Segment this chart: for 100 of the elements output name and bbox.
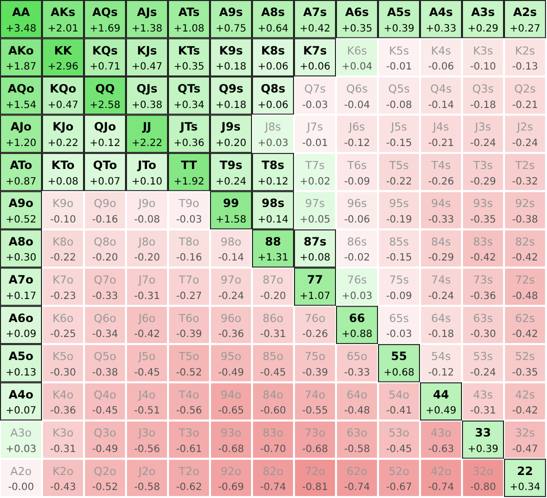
annotation: 83o bbox=[262, 426, 284, 440]
data-label: +0.03 bbox=[342, 290, 372, 302]
data-label: +0.34 bbox=[510, 482, 540, 494]
data-label: -0.20 bbox=[260, 290, 286, 302]
data-label: -0.74 bbox=[260, 482, 286, 494]
annotation: 94o bbox=[220, 388, 242, 402]
annotation: 95s bbox=[389, 197, 410, 210]
annotation: J3o bbox=[138, 426, 156, 440]
data-label: +2.58 bbox=[90, 100, 120, 111]
annotation: A3o bbox=[10, 426, 32, 440]
data-label: -0.01 bbox=[302, 138, 328, 150]
annotation: K9s bbox=[219, 43, 244, 58]
annotation: 86o bbox=[262, 312, 284, 325]
annotation: 96s bbox=[347, 197, 368, 210]
data-label: -0.13 bbox=[512, 62, 538, 73]
annotation: 43s bbox=[473, 388, 494, 402]
annotation: TT bbox=[181, 158, 198, 172]
data-label: +0.75 bbox=[216, 23, 246, 34]
data-label: -0.24 bbox=[218, 290, 244, 302]
data-label: +1.07 bbox=[300, 290, 330, 302]
data-label: -0.23 bbox=[50, 290, 76, 302]
annotation: QTs bbox=[178, 82, 201, 96]
data-label: -0.42 bbox=[512, 329, 538, 340]
data-label: -0.18 bbox=[470, 100, 496, 111]
annotation: 75o bbox=[304, 350, 326, 364]
annotation: 43o bbox=[430, 426, 452, 440]
annotation: T3o bbox=[178, 426, 200, 440]
annotation: T8s bbox=[262, 158, 284, 172]
data-label: -0.43 bbox=[50, 482, 76, 494]
annotation: T6o bbox=[178, 312, 200, 325]
annotation: A6s bbox=[345, 5, 370, 20]
data-label: +0.18 bbox=[216, 100, 246, 111]
annotation: KJo bbox=[52, 120, 74, 134]
annotation: K7o bbox=[52, 274, 74, 287]
annotation: QJs bbox=[136, 82, 158, 96]
annotation: Q9s bbox=[218, 82, 244, 96]
data-label: -0.06 bbox=[428, 62, 454, 73]
annotation: 22 bbox=[516, 464, 534, 478]
data-label: -0.80 bbox=[470, 482, 496, 494]
data-label: -0.45 bbox=[260, 367, 286, 378]
data-label: +0.12 bbox=[258, 176, 288, 188]
data-label: +0.36 bbox=[174, 138, 204, 150]
annotation: 97s bbox=[305, 197, 326, 210]
annotation: Q5s bbox=[388, 82, 410, 96]
data-label: -0.61 bbox=[176, 444, 202, 455]
annotation: QQ bbox=[95, 82, 115, 96]
data-label: +0.10 bbox=[132, 176, 162, 188]
data-label: +0.24 bbox=[216, 176, 246, 188]
data-label: +0.05 bbox=[300, 214, 330, 226]
data-label: -0.31 bbox=[470, 406, 496, 417]
annotation: Q4s bbox=[430, 82, 452, 96]
annotation: J8o bbox=[138, 235, 156, 248]
data-label: -0.19 bbox=[386, 214, 412, 226]
data-label: -0.24 bbox=[470, 367, 496, 378]
data-label: -0.04 bbox=[344, 100, 370, 111]
data-label: -0.30 bbox=[470, 329, 496, 340]
annotation: 42o bbox=[430, 464, 452, 478]
data-label: -0.24 bbox=[512, 138, 538, 150]
annotation: J7o bbox=[138, 274, 156, 287]
annotation: Q7o bbox=[94, 274, 116, 287]
data-label: -0.68 bbox=[218, 444, 244, 455]
data-label: +1.08 bbox=[174, 23, 204, 34]
annotation: T4s bbox=[430, 158, 451, 172]
data-label: +0.04 bbox=[342, 62, 372, 73]
data-label: -0.74 bbox=[344, 482, 370, 494]
data-label: +1.69 bbox=[90, 23, 120, 34]
data-label: +0.06 bbox=[300, 62, 330, 73]
annotation: JTs bbox=[179, 120, 198, 134]
annotation: 66 bbox=[348, 310, 366, 325]
annotation: T7o bbox=[178, 274, 200, 287]
annotation: 33 bbox=[474, 426, 492, 440]
data-label: -0.51 bbox=[134, 406, 160, 417]
data-label: +0.03 bbox=[6, 444, 36, 455]
data-label: +0.07 bbox=[90, 176, 120, 188]
data-label: -0.38 bbox=[512, 214, 538, 226]
data-label: -0.20 bbox=[92, 252, 118, 264]
annotation: 93s bbox=[473, 197, 494, 210]
annotation: 64s bbox=[431, 312, 452, 325]
data-label: -0.16 bbox=[176, 252, 202, 264]
annotation: J9s bbox=[220, 120, 241, 134]
data-label: -0.21 bbox=[512, 100, 538, 111]
annotation: K8s bbox=[261, 43, 286, 58]
data-label: -0.22 bbox=[50, 252, 76, 264]
data-label: -0.16 bbox=[92, 214, 118, 226]
annotation: K5o bbox=[52, 350, 74, 364]
annotation: J2o bbox=[138, 464, 156, 478]
annotation: K2s bbox=[515, 44, 536, 58]
annotation: T2s bbox=[514, 158, 535, 172]
data-label: -0.29 bbox=[470, 176, 496, 188]
annotation: AA bbox=[12, 5, 30, 20]
annotation: K4s bbox=[431, 44, 452, 58]
annotation: 44 bbox=[432, 387, 450, 402]
data-label: -0.60 bbox=[260, 406, 286, 417]
annotation: 62s bbox=[515, 312, 536, 325]
data-label: -0.42 bbox=[470, 252, 496, 264]
annotation: 53s bbox=[473, 350, 494, 364]
annotation: ATo bbox=[10, 158, 32, 172]
data-label: -0.12 bbox=[344, 138, 370, 150]
data-label: -0.58 bbox=[344, 444, 370, 455]
data-label: +0.29 bbox=[468, 23, 498, 34]
